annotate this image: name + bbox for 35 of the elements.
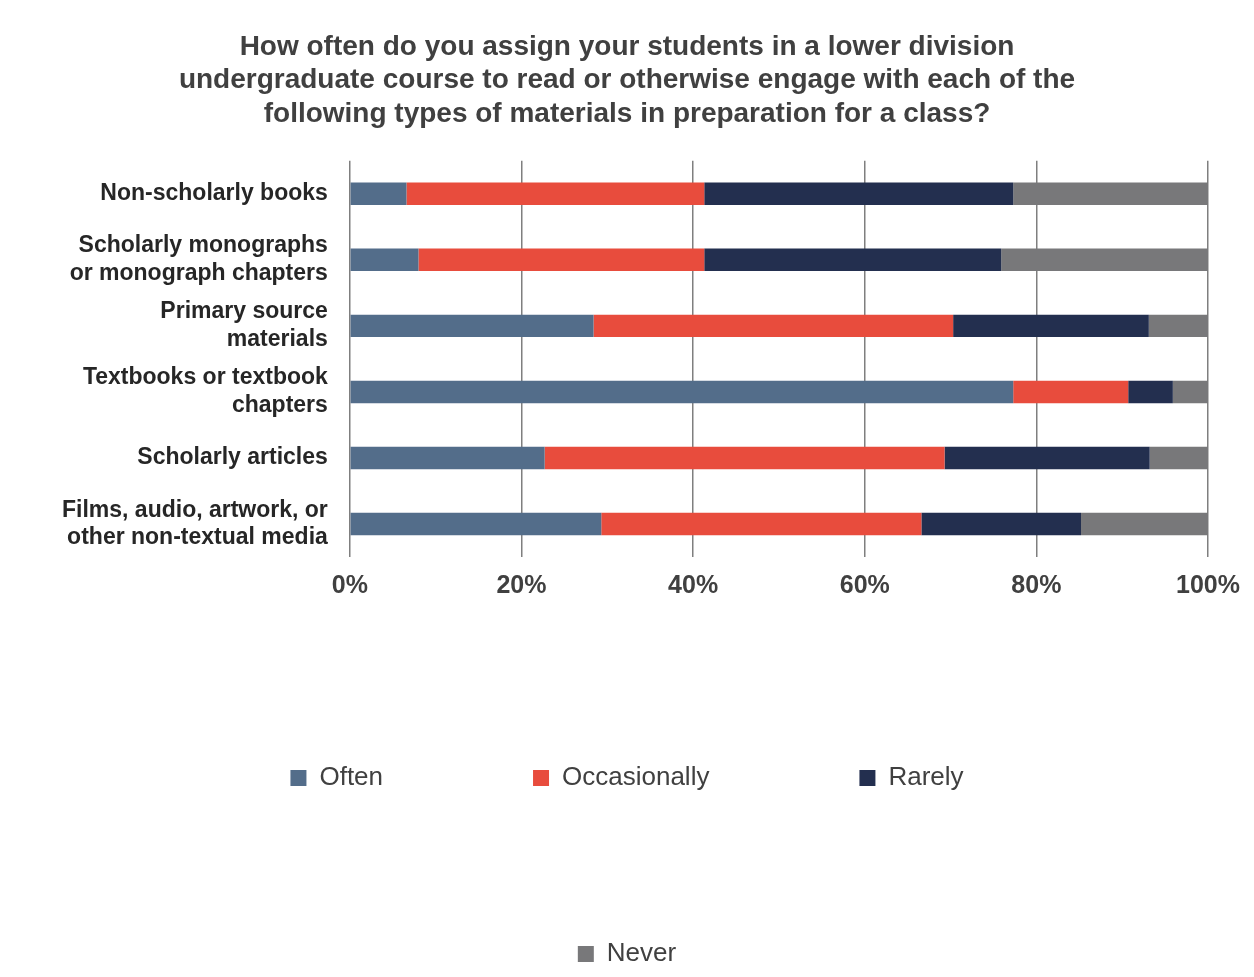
bar — [1013, 380, 1129, 404]
bar — [601, 512, 922, 536]
y-tick-label: Scholarly articles — [137, 443, 328, 470]
bar — [1128, 380, 1173, 404]
y-tick-label: Non-scholarly books — [100, 179, 328, 206]
x-tick-label: 80% — [1011, 569, 1062, 598]
legend-label: Never — [606, 937, 677, 968]
bar — [704, 182, 1014, 206]
y-tick-label: Primary source materials — [160, 297, 328, 352]
x-tick-label: 0% — [331, 569, 368, 598]
bar — [350, 314, 594, 338]
x-tick-label: 60% — [839, 569, 890, 598]
legend-label: Occasionally — [562, 761, 710, 792]
y-tick-label: Scholarly monographs or monograph chapters — [69, 231, 328, 285]
bar — [593, 314, 954, 338]
bar — [350, 446, 545, 470]
bar — [418, 248, 705, 272]
bar — [350, 380, 1014, 404]
bar — [350, 182, 407, 206]
legend-label: Rarely — [888, 761, 964, 792]
legend-label: Often — [319, 761, 384, 792]
bar — [921, 512, 1082, 536]
bar — [944, 446, 1150, 470]
x-tick-label: 40% — [668, 569, 719, 598]
y-tick-label: Films, audio, artwork, or other non-textual media — [62, 495, 329, 550]
bar — [544, 446, 945, 470]
y-tick-label: Textbooks or textbook chapters — [82, 363, 329, 418]
bar — [953, 314, 1149, 338]
bar — [406, 182, 705, 206]
bar — [350, 248, 419, 272]
bar — [704, 248, 1002, 272]
bar — [350, 512, 602, 536]
x-tick-label: 100% — [1176, 569, 1241, 598]
chart-title: How often do you assign your students in a lower division undergraduate course to read or otherwise engage with each of the following types of materials in preparation for a class? — [178, 29, 1076, 128]
x-tick-label: 20% — [496, 569, 547, 598]
